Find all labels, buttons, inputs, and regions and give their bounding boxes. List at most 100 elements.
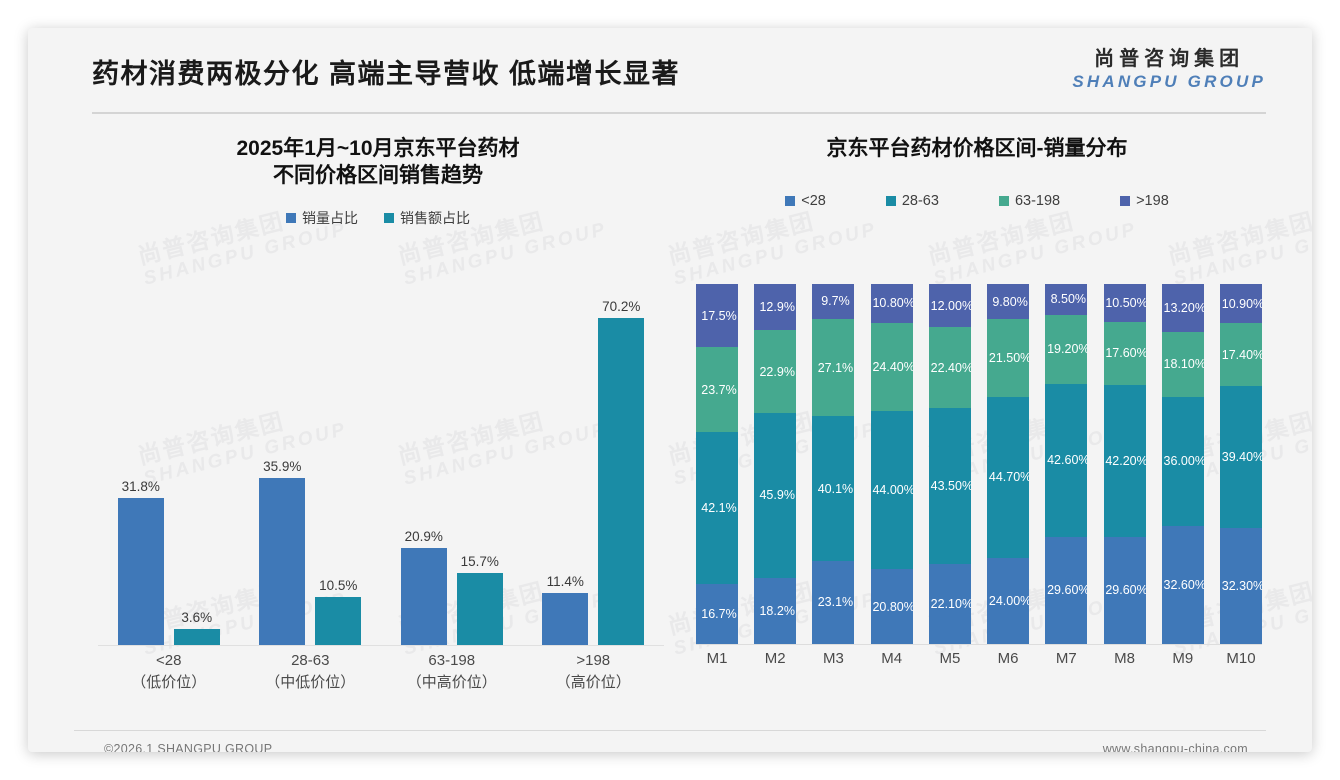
legend-item-band-3[interactable]: 63-198 — [998, 193, 1060, 209]
stack-segment-label: 17.5% — [701, 308, 737, 323]
stack-segment-<28[interactable]: 16.7% — [696, 583, 738, 644]
stack-segment-<28[interactable]: 32.30% — [1219, 527, 1262, 644]
bar-revenue[interactable]: 3.6% — [173, 610, 220, 646]
bar-revenue[interactable]: 10.5% — [315, 578, 362, 646]
stack-segment-63-198[interactable]: 19.20% — [1045, 314, 1088, 384]
right-chart-title: 京东平台药材价格区间-销量分布 — [826, 137, 1128, 160]
category-label-tier: （中高价位） — [406, 673, 497, 691]
stack-segment-28-63[interactable]: 42.20% — [1103, 385, 1146, 538]
stacked-bar-column: 8.50% 19.20% 42.60% 29.60% — [1045, 284, 1088, 644]
bar-volume[interactable]: 35.9% — [259, 459, 306, 646]
legend-label: 销售额占比 — [400, 209, 470, 226]
bar-value-label: 11.4% — [546, 573, 584, 589]
stack-segment-63-198[interactable]: 21.50% — [987, 319, 1030, 397]
right-chart-legend: <28 28-63 63-198 >198 — [682, 193, 1272, 209]
category-label-range: 63-198 — [428, 652, 476, 669]
stack-segment-28-63[interactable]: 44.00% — [870, 410, 913, 570]
legend-item-band-4[interactable]: >198 — [1120, 193, 1169, 209]
stack-segment->198[interactable]: 12.9% — [754, 284, 797, 331]
stack-segment-<28[interactable]: 32.60% — [1161, 526, 1204, 644]
stack-segment-<28[interactable]: 20.80% — [870, 569, 913, 644]
bar-value-label: 70.2% — [602, 299, 641, 315]
stack-segment-label: 22.9% — [759, 364, 795, 379]
stack-segment->198[interactable]: 8.50% — [1045, 284, 1088, 315]
stack-segment-label: 42.20% — [1105, 454, 1146, 469]
stack-segment-label: 16.7% — [701, 606, 737, 621]
right-chart-month-labels: M1 M2 M3 M4 M5 M6 M7 M8 M9 M10 — [696, 650, 1262, 667]
category-label: 63-198 （中高价位） — [392, 650, 512, 694]
right-chart-axis-line — [696, 644, 1262, 645]
right-chart-plot-area: 17.5% 23.7% 42.1% 16.7% 12.9% 22.9% 45.9% 18.2%… — [696, 284, 1262, 644]
bar-volume[interactable]: 20.9% — [400, 529, 447, 646]
stack-segment-label: 24.40% — [872, 359, 913, 374]
stack-segment-label: 8.50% — [1050, 292, 1087, 307]
stack-segment-<28[interactable]: 24.00% — [987, 557, 1030, 644]
stack-segment-label: 10.50% — [1105, 295, 1146, 310]
month-label: M6 — [997, 650, 1019, 667]
stack-segment-<28[interactable]: 29.60% — [1045, 537, 1088, 644]
month-label: M5 — [939, 650, 961, 667]
legend-swatch-icon — [785, 195, 796, 206]
stack-segment->198[interactable]: 12.00% — [928, 284, 971, 328]
legend-label: >198 — [1136, 192, 1169, 209]
stack-segment-<28[interactable]: 18.2% — [754, 578, 797, 644]
stack-segment-63-198[interactable]: 17.40% — [1219, 323, 1262, 386]
bar-volume[interactable]: 31.8% — [117, 479, 164, 646]
stack-segment-<28[interactable]: 22.10% — [928, 564, 971, 644]
bar-group: 11.4% 70.2% — [533, 296, 653, 646]
month-label: M1 — [706, 650, 728, 667]
month-label: M4 — [881, 650, 903, 667]
category-label-tier: （中低价位） — [265, 673, 356, 691]
month-label: M10 — [1226, 650, 1256, 667]
stack-segment->198[interactable]: 10.50% — [1103, 284, 1146, 322]
stack-segment-28-63[interactable]: 36.00% — [1161, 396, 1204, 527]
legend-swatch-icon — [384, 212, 394, 223]
category-label-range: >198 — [576, 652, 611, 669]
stack-segment->198[interactable]: 13.20% — [1161, 284, 1204, 332]
stack-segment-28-63[interactable]: 39.40% — [1219, 385, 1262, 528]
stack-segment-<28[interactable]: 23.1% — [812, 560, 855, 644]
stack-segment-63-198[interactable]: 23.7% — [696, 347, 738, 433]
bar-value-label: 31.8% — [121, 478, 160, 494]
stack-segment-63-198[interactable]: 24.40% — [870, 322, 913, 411]
bar-volume[interactable]: 11.4% — [542, 574, 589, 646]
stack-segment-28-63[interactable]: 42.1% — [696, 432, 738, 584]
stack-segment-63-198[interactable]: 27.1% — [812, 318, 855, 417]
stack-segment->198[interactable]: 17.5% — [696, 284, 738, 347]
legend-item-2[interactable]: 销售额占比 — [384, 208, 470, 228]
footer-divider — [74, 730, 1266, 731]
stack-segment-label: 40.1% — [817, 481, 854, 496]
stack-segment-label: 13.20% — [1163, 300, 1204, 315]
stack-segment-label: 17.60% — [1105, 346, 1146, 361]
bar-value-label: 10.5% — [319, 578, 358, 593]
stack-segment->198[interactable]: 10.80% — [870, 284, 913, 323]
bar-revenue[interactable]: 70.2% — [598, 299, 645, 646]
stacked-bar-column: 10.90% 17.40% 39.40% 32.30% — [1219, 284, 1262, 644]
bar-value-label: 35.9% — [263, 459, 302, 475]
legend-item-1[interactable]: 销量占比 — [286, 208, 358, 228]
stack-segment-63-198[interactable]: 18.10% — [1161, 331, 1204, 397]
stack-segment-label: 22.40% — [930, 360, 971, 375]
stack-segment-label: 36.00% — [1163, 454, 1204, 469]
stack-segment-28-63[interactable]: 44.70% — [987, 396, 1030, 558]
header-divider — [92, 112, 1266, 114]
stack-segment-28-63[interactable]: 42.60% — [1045, 383, 1088, 538]
stack-segment-<28[interactable]: 29.60% — [1103, 537, 1146, 644]
stack-segment-28-63[interactable]: 43.50% — [928, 407, 971, 565]
month-label: M8 — [1114, 650, 1135, 667]
stack-segment->198[interactable]: 9.7% — [812, 284, 855, 319]
footer-website[interactable]: www.shangpu-china.com — [1102, 742, 1248, 752]
stack-segment-28-63[interactable]: 45.9% — [754, 412, 797, 579]
stack-segment-63-198[interactable]: 22.40% — [928, 327, 971, 408]
legend-swatch-icon — [1120, 195, 1131, 206]
stack-segment-28-63[interactable]: 40.1% — [812, 416, 855, 561]
stacked-bar-column: 17.5% 23.7% 42.1% 16.7% — [696, 284, 738, 644]
stack-segment-63-198[interactable]: 22.9% — [754, 330, 797, 413]
stack-segment->198[interactable]: 10.90% — [1219, 284, 1262, 324]
bar-revenue[interactable]: 15.7% — [456, 554, 503, 646]
stack-segment-63-198[interactable]: 17.60% — [1103, 321, 1146, 386]
bar-slot: 31.8% — [117, 296, 164, 646]
legend-item-band-1[interactable]: <28 — [785, 193, 826, 209]
stack-segment->198[interactable]: 9.80% — [987, 284, 1030, 320]
legend-item-band-2[interactable]: 28-63 — [885, 193, 939, 209]
